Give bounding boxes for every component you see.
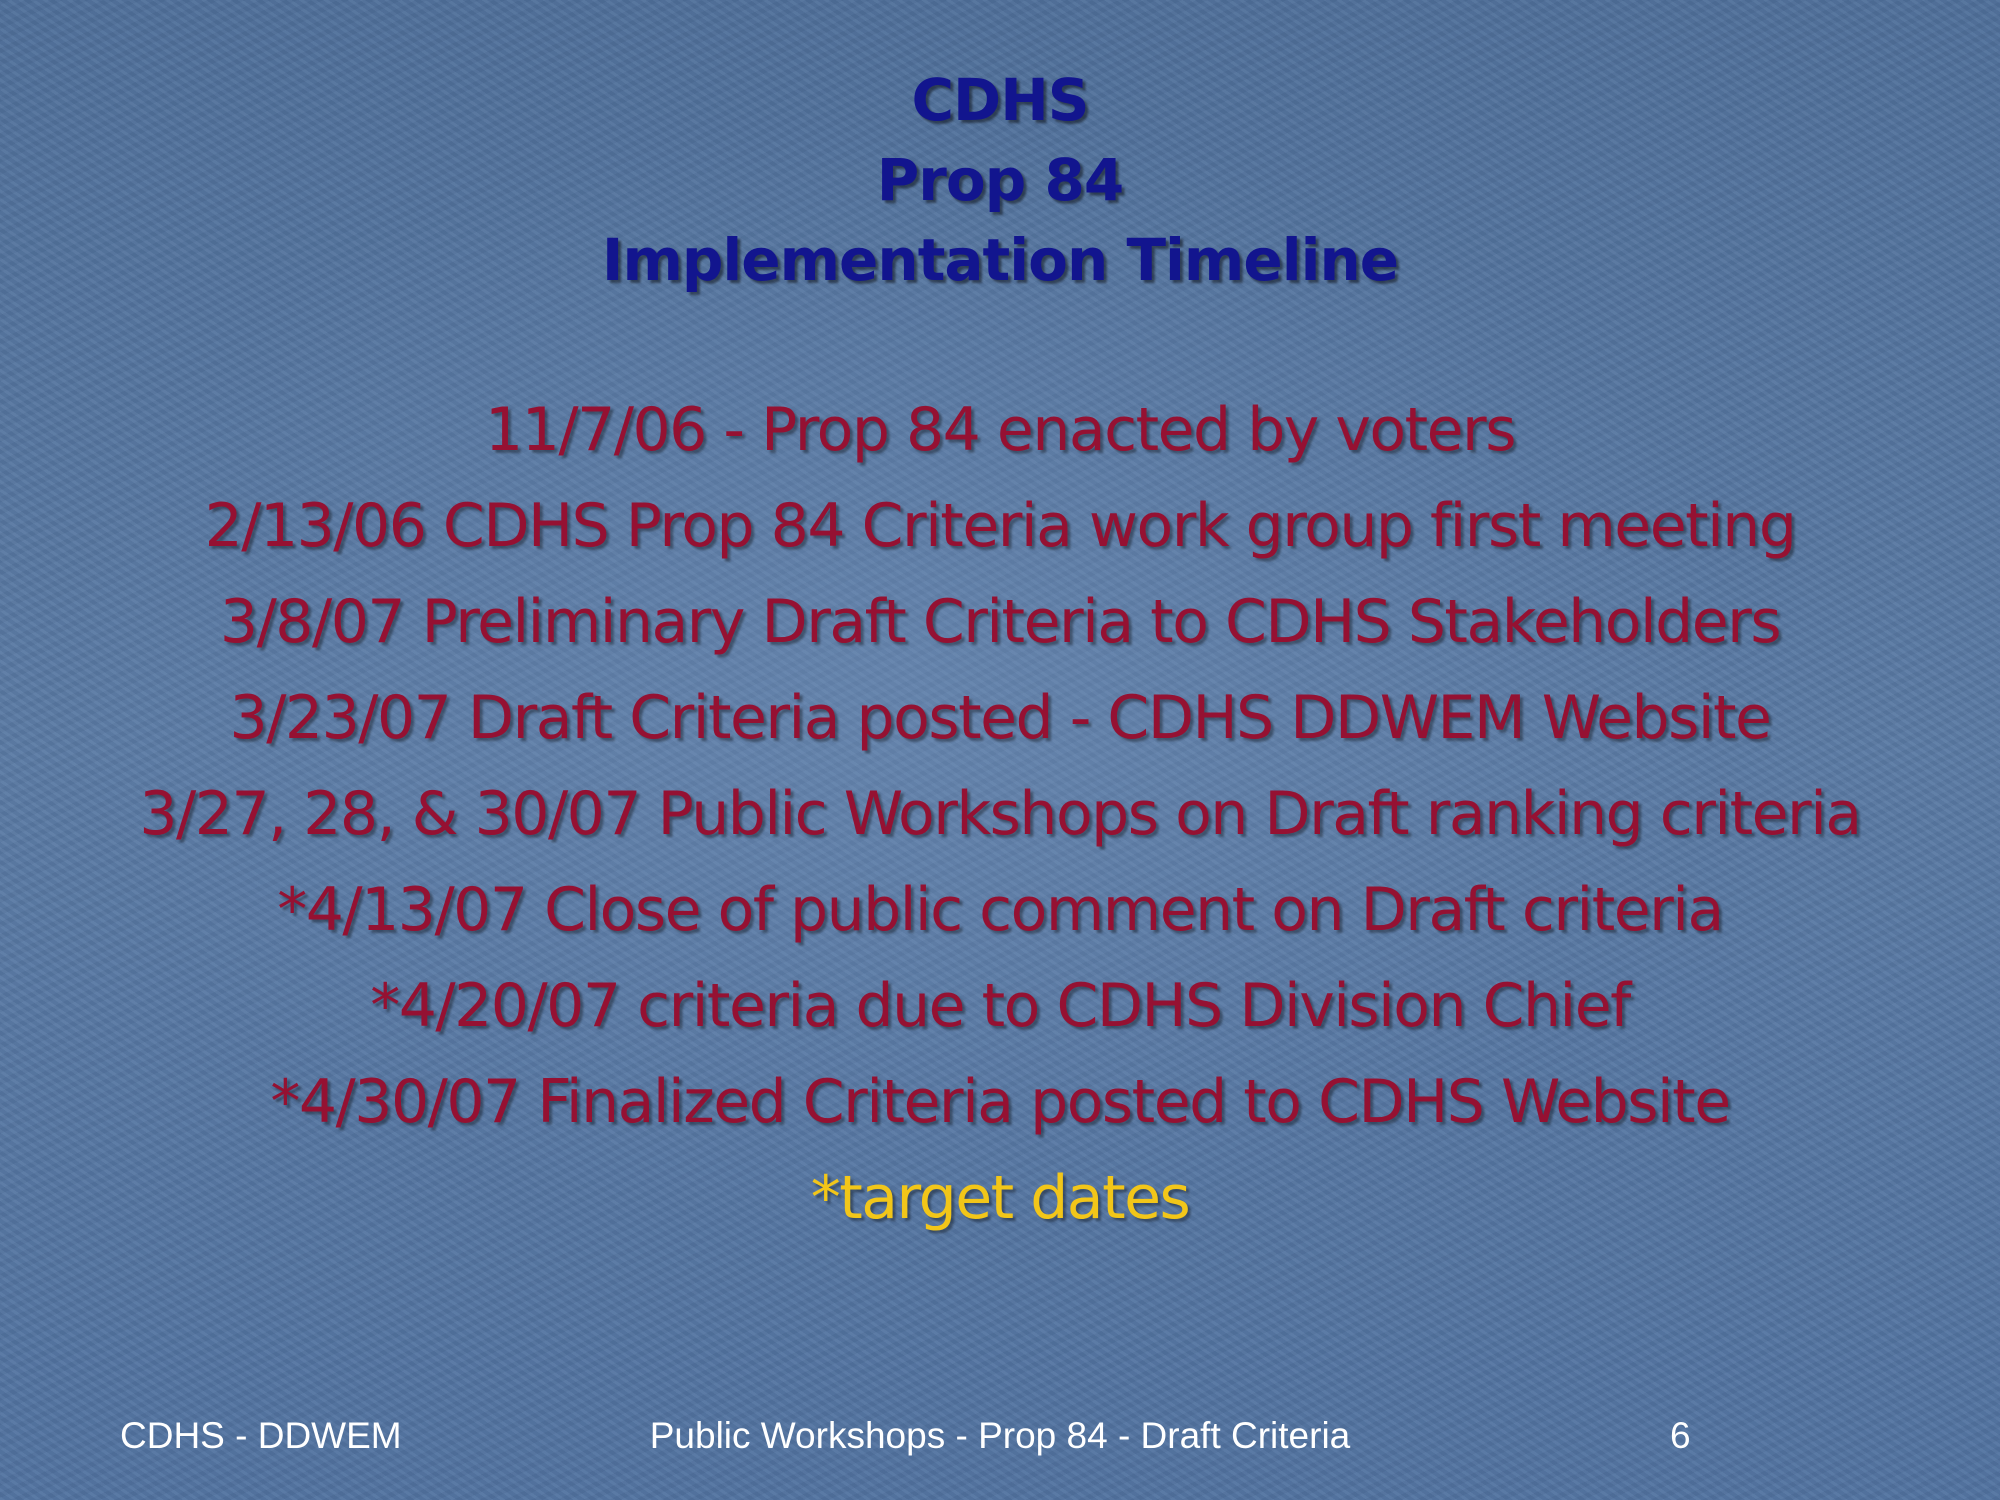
- timeline-item-public-workshops: 3/27, 28, & 30/07 Public Workshops on Dr…: [139, 779, 1862, 849]
- footer-organization: CDHS - DDWEM: [120, 1415, 402, 1456]
- timeline-item-criteria-due-division-chief: *4/20/07 criteria due to CDHS Division C…: [370, 971, 1631, 1041]
- timeline-item-draft-criteria-posted: 3/23/07 Draft Criteria posted - CDHS DDW…: [229, 683, 1772, 753]
- title-line-implementation-timeline: Implementation Timeline: [601, 226, 1399, 294]
- timeline-item-finalized-criteria-posted: *4/30/07 Finalized Criteria posted to CD…: [270, 1067, 1731, 1137]
- timeline-item-close-public-comment: *4/13/07 Close of public comment on Draf…: [277, 875, 1724, 945]
- slide-number: 6: [1670, 1415, 1691, 1456]
- timeline-item-prop-84-enacted: 11/7/06 - Prop 84 enacted by voters: [485, 395, 1516, 465]
- title-line-prop-84: Prop 84: [876, 146, 1124, 214]
- timeline-item-work-group-first-meeting: 2/13/06 CDHS Prop 84 Criteria work group…: [204, 491, 1797, 561]
- footer-presentation-title: Public Workshops - Prop 84 - Draft Crite…: [649, 1415, 1351, 1456]
- timeline-item-preliminary-draft-criteria: 3/8/07 Preliminary Draft Criteria to CDH…: [219, 587, 1782, 657]
- timeline-list: 11/7/06 - Prop 84 enacted by voters 2/13…: [0, 382, 2000, 1246]
- target-dates-note: *target dates: [810, 1163, 1191, 1233]
- slide-title: CDHS Prop 84 Implementation Timeline: [0, 60, 2000, 300]
- title-line-cdhs: CDHS: [911, 66, 1089, 134]
